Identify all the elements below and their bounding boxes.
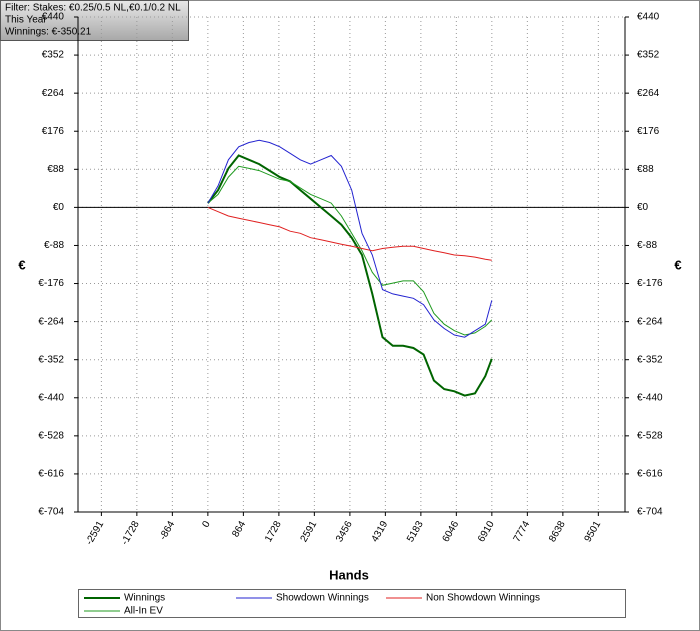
- y-axis-title: €: [18, 257, 25, 272]
- y2-tick-label: €-616: [637, 469, 663, 480]
- y-tick-label: €88: [47, 164, 64, 175]
- series-line: [207, 154, 493, 397]
- y2-tick-label: €440: [637, 12, 660, 23]
- y2-tick-label: €88: [637, 164, 654, 175]
- series-line: [207, 139, 493, 338]
- filter-text: This Year: [5, 15, 47, 26]
- filter-text: Winnings: €-350.21: [5, 27, 92, 38]
- y2-tick-label: €-176: [637, 278, 663, 289]
- y-tick-label: €440: [42, 12, 65, 23]
- y-tick-label: €-88: [44, 240, 64, 251]
- y-tick-label: €264: [42, 88, 65, 99]
- legend-label: Winnings: [124, 593, 165, 604]
- y2-tick-label: €-352: [637, 354, 663, 365]
- y-tick-label: €-440: [38, 392, 64, 403]
- y-tick-label: €-352: [38, 354, 64, 365]
- x-axis-title: Hands: [329, 567, 369, 582]
- y2-tick-label: €352: [637, 50, 660, 61]
- y2-tick-label: €-264: [637, 316, 663, 327]
- y-tick-label: €176: [42, 126, 65, 137]
- y2-tick-label: €176: [637, 126, 660, 137]
- y2-tick-label: €-704: [637, 507, 663, 518]
- y-tick-label: €-528: [38, 430, 64, 441]
- y-tick-label: €-176: [38, 278, 64, 289]
- y2-tick-label: €-528: [637, 430, 663, 441]
- y-tick-label: €-264: [38, 316, 64, 327]
- y2-tick-label: €-440: [637, 392, 663, 403]
- y-tick-label: €-704: [38, 507, 64, 518]
- filter-text: Filter: Stakes: €0.25/0.5 NL,€0.1/0.2 NL: [5, 3, 181, 14]
- y-tick-label: €0: [53, 202, 65, 213]
- legend: [78, 589, 626, 618]
- x-tick-label: 0: [200, 519, 213, 530]
- legend-label: Showdown Winnings: [276, 593, 369, 604]
- filter-box: [0, 0, 189, 41]
- y2-axis-title: €: [674, 257, 681, 272]
- y-tick-label: €-616: [38, 469, 64, 480]
- series-line: [207, 165, 493, 336]
- y2-tick-label: €0: [637, 202, 649, 213]
- y2-tick-label: €-88: [637, 240, 657, 251]
- y2-tick-label: €264: [637, 88, 660, 99]
- series-line: [207, 206, 492, 261]
- y-tick-label: €352: [42, 50, 65, 61]
- legend-label: All-In EV: [124, 606, 163, 617]
- legend-label: Non Showdown Winnings: [426, 593, 540, 604]
